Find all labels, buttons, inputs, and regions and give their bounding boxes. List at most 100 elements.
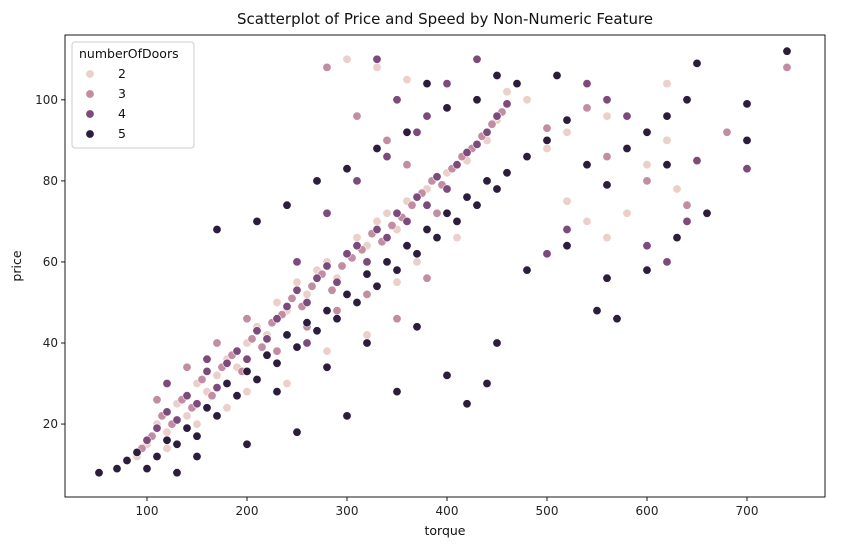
data-point [582, 216, 592, 226]
legend-marker [85, 129, 95, 139]
data-point [502, 87, 512, 97]
data-point [582, 103, 592, 113]
data-point [392, 208, 402, 218]
data-point [432, 208, 442, 218]
data-point [312, 176, 322, 186]
y-tick-label: 20 [43, 417, 58, 431]
data-point [372, 144, 382, 154]
legend-entries: 2 3 4 5 [85, 66, 126, 141]
data-point [202, 403, 212, 413]
data-point [452, 160, 462, 170]
data-point [302, 289, 312, 299]
data-point [442, 103, 452, 113]
data-point [362, 289, 372, 299]
x-tick-label: 200 [236, 504, 259, 518]
data-point [692, 156, 702, 166]
data-point [382, 257, 392, 267]
data-point [242, 366, 252, 376]
data-point [372, 54, 382, 64]
data-point [662, 160, 672, 170]
data-point [442, 184, 452, 194]
data-point [462, 148, 472, 158]
series-2 [132, 54, 682, 461]
data-point [542, 135, 552, 145]
data-point [337, 261, 347, 271]
data-point [247, 334, 257, 344]
data-point [622, 208, 632, 218]
data-point [352, 297, 362, 307]
data-point [482, 176, 492, 186]
data-point [332, 306, 342, 316]
data-point [602, 111, 612, 121]
data-point [372, 62, 382, 72]
data-point [502, 168, 512, 178]
y-tick-label: 100 [35, 93, 58, 107]
data-point [287, 293, 297, 303]
data-point [502, 99, 512, 109]
data-point [422, 111, 432, 121]
data-point [352, 176, 362, 186]
data-point [322, 362, 332, 372]
data-point [402, 241, 412, 251]
data-point [252, 374, 262, 384]
data-point [207, 391, 217, 401]
data-point [272, 297, 282, 307]
data-point [452, 216, 462, 226]
data-point [242, 387, 252, 397]
data-point [332, 314, 342, 324]
data-point [642, 265, 652, 275]
data-point [162, 378, 172, 388]
legend-box [71, 41, 195, 149]
legend-title: numberOfDoors [79, 46, 179, 61]
data-point [742, 99, 752, 109]
data-point [442, 79, 452, 89]
chart-title: Scatterplot of Price and Speed by Non-Nu… [237, 10, 653, 28]
legend-label: 2 [118, 66, 126, 81]
data-point [342, 249, 352, 259]
data-point [642, 241, 652, 251]
data-point [487, 119, 497, 129]
data-point [352, 111, 362, 121]
data-point [262, 334, 272, 344]
data-point [782, 62, 792, 72]
data-point [682, 200, 692, 210]
data-point [232, 346, 242, 356]
data-point [452, 233, 462, 243]
data-point [422, 200, 432, 210]
data-point [492, 184, 502, 194]
data-point [257, 342, 267, 352]
data-point [622, 144, 632, 154]
data-point [322, 208, 332, 218]
data-point [94, 468, 104, 478]
data-point [422, 273, 432, 283]
data-point [152, 423, 162, 433]
data-point [662, 111, 672, 121]
data-point [412, 257, 422, 267]
data-point [522, 95, 532, 105]
data-point [132, 447, 142, 457]
legend-label: 5 [118, 126, 126, 141]
data-point [742, 164, 752, 174]
data-point [382, 233, 392, 243]
data-point [272, 358, 282, 368]
series-5 [94, 46, 792, 478]
data-point [542, 249, 552, 259]
data-point [342, 411, 352, 421]
data-point [562, 127, 572, 137]
data-point [182, 423, 192, 433]
data-point [702, 208, 712, 218]
data-point [432, 233, 442, 243]
data-point [172, 439, 182, 449]
x-tick-label: 700 [736, 504, 759, 518]
y-tick-label: 40 [43, 336, 58, 350]
data-point [782, 46, 792, 56]
data-point [122, 455, 132, 465]
data-point [392, 387, 402, 397]
data-point [192, 431, 202, 441]
data-point [192, 419, 202, 429]
data-point [462, 192, 472, 202]
data-point [602, 233, 612, 243]
data-point [602, 273, 612, 283]
series-4 [142, 54, 752, 445]
data-point [742, 135, 752, 145]
